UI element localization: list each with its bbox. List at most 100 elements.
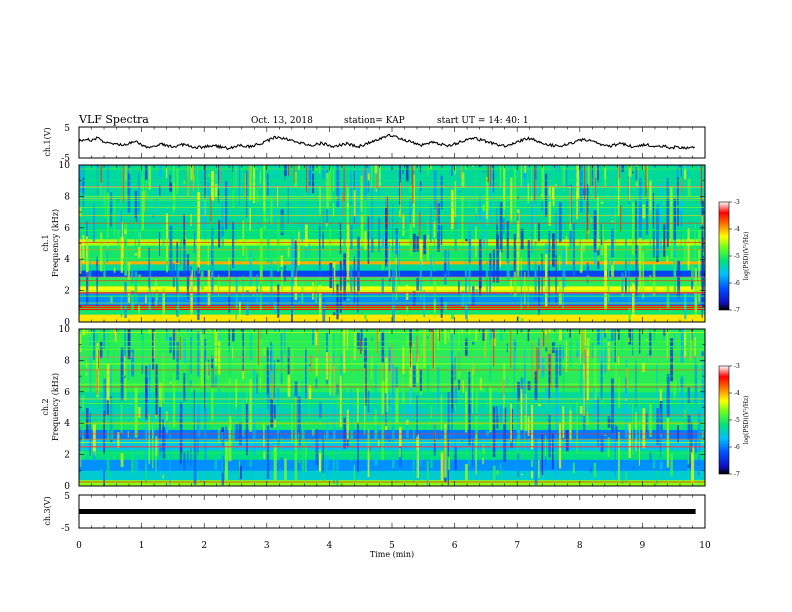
spec1-streak [461,196,464,246]
spec2-streak [409,353,412,405]
spec2-spike [423,329,425,357]
spec2-streak [607,416,611,428]
spec2-spike [429,329,431,351]
spec1-streak [395,233,398,254]
spec1-streak [478,280,482,296]
spec2-spike [310,354,312,373]
spec2-streak [694,432,697,454]
spec1-streak [402,228,406,230]
spec2-streak [165,329,169,341]
spec1-streak [179,188,181,233]
spec1-streak [419,165,422,173]
spec1-streak [357,166,360,214]
spec2-streak [305,447,307,473]
spec2-streak [207,329,211,331]
spec1-streak [503,195,505,218]
spec1-streak [298,231,300,266]
spec2-streak [538,460,540,478]
spec1-streak [506,221,509,263]
spec1-streak [555,211,557,255]
spec2-streak [565,340,568,373]
spec2-streak [145,417,148,466]
spec1-spike [343,165,345,202]
cb1-tick-label: -3 [734,199,740,206]
spec2-streak [318,468,322,475]
spec1-streak [649,178,652,217]
spec1-spike [490,165,492,187]
spec2-streak [169,338,172,347]
spec2-streak [357,332,360,350]
spec1-streak [405,165,409,182]
spec2-streak [127,362,130,380]
spec2-streak [485,431,489,436]
spec1-streak [183,180,186,185]
spec2-line [79,398,705,400]
spec1-streak [364,165,367,202]
spec2-streak [478,372,481,394]
spec2-line [79,341,705,342]
spec1-streak [79,259,81,292]
spec2-streak [207,422,211,430]
spec1-streak [583,244,585,252]
spec1-streak [165,213,168,259]
spec1-streak [141,315,145,322]
spec1-spike [387,196,389,227]
spec1-streak [252,294,255,297]
spec2-streak [548,414,551,458]
spec1-streak [684,165,687,180]
spec1-streak [691,277,694,290]
spec2-streak [221,431,224,473]
spec1-line [79,302,705,304]
spec2-spike [583,329,585,357]
spec2-streak [625,399,627,401]
spec2-streak [520,329,523,333]
spec2-streak [416,354,419,383]
spec1-streak [492,249,495,283]
spec1-streak [89,275,91,283]
spec2-streak [336,386,340,409]
spec1-streak [558,166,562,168]
spec1-streak [680,226,682,269]
spec1-streak [513,266,517,297]
spec2-spike [473,363,475,375]
spec2-streak [593,462,597,478]
spec2-spike [179,336,181,360]
spec1-streak [433,170,437,210]
spec2-streak [562,345,565,359]
spec2-streak [562,406,565,438]
spec1-spike [288,165,290,177]
spec1-streak [207,269,211,306]
spec2-streak [120,404,123,433]
spec1-streak [211,171,214,201]
spec2-streak [430,405,433,419]
spec1-streak [426,182,430,235]
spec2-streak [197,403,201,438]
spec2-streak [346,409,349,441]
spec2-streak [684,329,687,358]
spec1-streak [583,171,585,181]
spec1-streak [291,292,293,322]
spec2-streak [694,362,698,405]
spec1-spike [143,190,145,213]
spec2-streak [618,356,620,366]
spec2-streak [611,329,614,342]
spec1-streak [527,183,529,203]
spec1-streak [694,267,698,319]
spec1-line [79,307,705,309]
spec2-streak [482,329,485,342]
spec2-streak [385,357,388,412]
spec1-spike [376,173,378,189]
spec2-streak [576,401,578,453]
spec2-streak [99,468,103,478]
spec1-streak [565,165,568,168]
spec2-streak [586,349,589,401]
spec1-streak [287,165,289,193]
spec1-streak [548,185,552,226]
spec1-streak [259,265,262,316]
spec1-streak [325,222,328,227]
spec1-streak [353,254,356,261]
spec2-streak [179,413,182,427]
spec1-streak [378,217,381,252]
spec1-streak [419,260,422,301]
spec1-streak [308,165,312,182]
